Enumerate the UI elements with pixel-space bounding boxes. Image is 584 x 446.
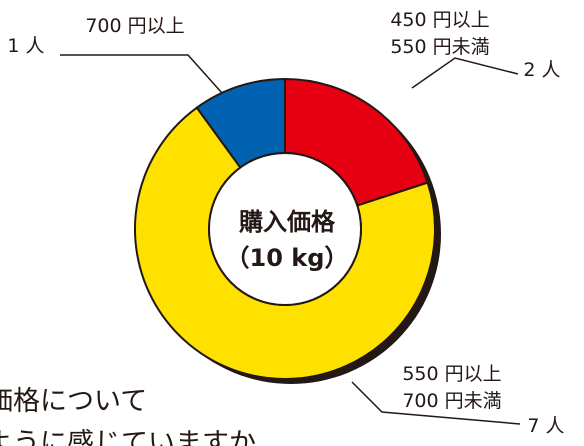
category-label: 550 円以上 700 円未満 (402, 363, 501, 412)
value-label: 1 人 (7, 35, 44, 57)
leader-line (60, 54, 223, 94)
donut-hole (208, 152, 362, 306)
leader-line (411, 57, 519, 89)
value-label: 2 人 (523, 59, 560, 81)
donut (134, 77, 441, 384)
center-label: （10 kg） (226, 244, 349, 272)
category-label: 700 円以上 (85, 15, 184, 37)
background-text: ように感じていますか (0, 428, 256, 446)
background-text: 価格について (0, 386, 147, 417)
value-label: 7 人 (527, 415, 564, 437)
center-label: 購入価格 (239, 208, 336, 236)
category-label: 450 円以上 550 円未満 (390, 9, 489, 58)
leader-line (351, 381, 521, 425)
